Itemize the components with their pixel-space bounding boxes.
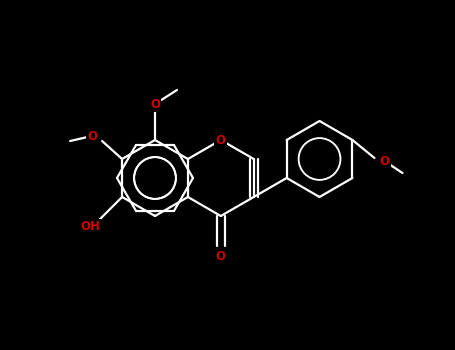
Text: O: O: [150, 98, 160, 111]
Text: O: O: [87, 130, 97, 142]
Text: OH: OH: [80, 220, 100, 233]
Text: O: O: [379, 154, 389, 168]
Text: O: O: [216, 251, 226, 264]
Text: O: O: [216, 133, 226, 147]
